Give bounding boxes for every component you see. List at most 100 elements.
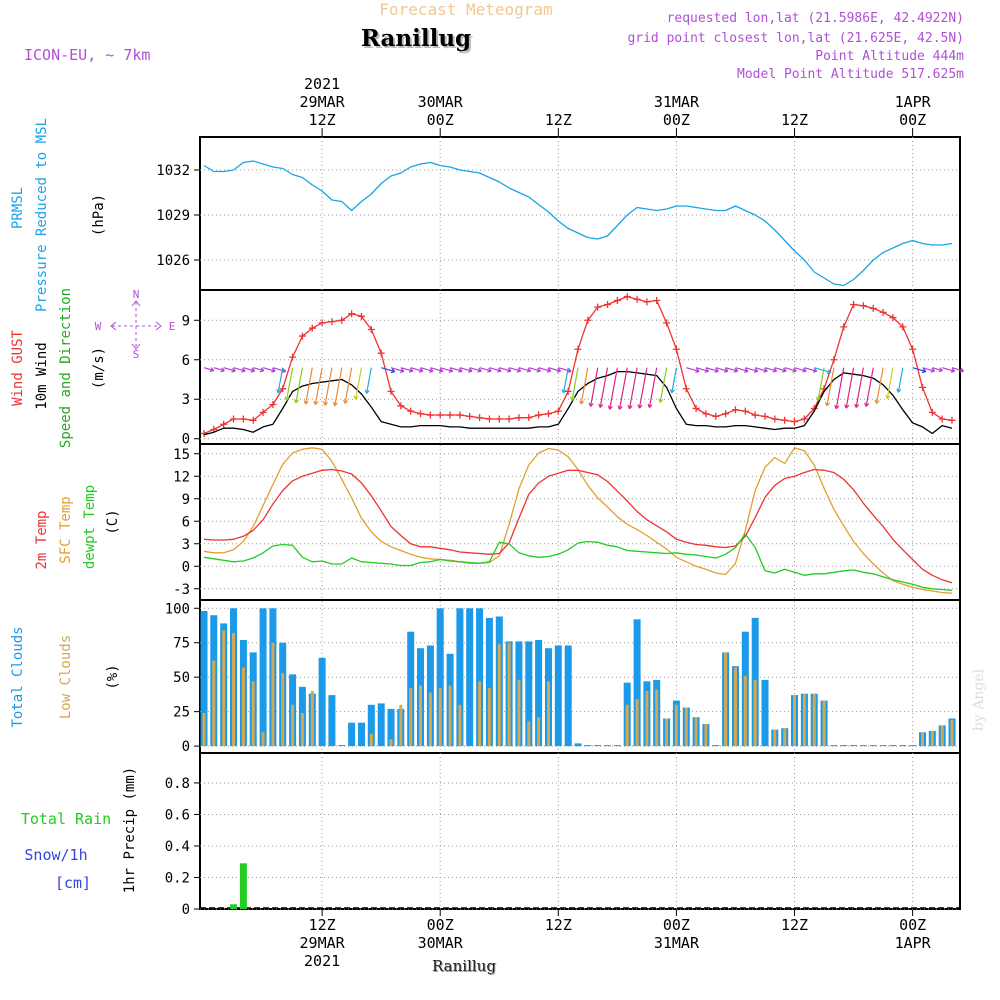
wind-direction-arrow-72	[912, 367, 927, 374]
total-cloud-bar-41	[604, 745, 611, 747]
wind-gust-marker-4	[239, 415, 247, 423]
clouds-y-tick-label-4: 100	[165, 601, 190, 617]
wind-direction-arrow-23	[430, 367, 444, 373]
low-cloud-bar-47	[665, 718, 669, 747]
wind-direction-arrow-1	[213, 367, 225, 373]
bottom-time-label-0-0: 12Z	[309, 916, 336, 934]
low-cloud-bar-62	[812, 693, 816, 747]
low-cloud-bar-59	[783, 728, 787, 747]
total-cloud-bar-69	[879, 745, 887, 747]
wind-labels: Wind GUST 10m Wind Speed and Direction (…	[10, 288, 175, 448]
wind-direction-arrow-38	[569, 367, 579, 401]
total-cloud-bar-18	[377, 703, 385, 747]
total-cloud-bar-42	[613, 745, 621, 747]
wind-gust-marker-28	[476, 414, 484, 422]
prmsl-label: PRMSL	[10, 187, 26, 229]
total-cloud-bar-66	[850, 745, 858, 747]
wind-direction-arrow-76	[951, 367, 965, 373]
wind-direction-arrow-13	[323, 367, 333, 406]
total-cloud-bar-19	[387, 708, 395, 747]
wind-gust-marker-73	[918, 383, 926, 391]
wind-direction-arrow-33	[528, 367, 541, 373]
wind-gust-marker-69	[879, 308, 887, 316]
compass-e: E	[169, 320, 176, 333]
cloud-unit-label: (%)	[105, 664, 121, 689]
low-cloud-bar-23	[428, 692, 432, 747]
wind-gust-marker-45	[643, 298, 651, 306]
wind-gust-marker-15	[348, 310, 356, 318]
clouds-y-tick-label-0: 0	[182, 739, 190, 755]
wind-gust-marker-40	[594, 303, 602, 311]
wind-gust-marker-19	[387, 387, 395, 395]
dewpt-line	[203, 533, 953, 591]
wind-gust-marker-41	[604, 300, 612, 308]
total-cloud-bar-70	[889, 745, 897, 747]
wind-direction-arrow-67	[854, 367, 864, 408]
sfc-temp-line	[203, 447, 953, 594]
wind-gust-marker-3	[230, 415, 238, 423]
low-cloud-bar-53	[724, 652, 728, 747]
wind-direction-arrow-75	[942, 367, 956, 373]
wind-gust-marker-8	[279, 385, 287, 393]
low-cloud-bar-73	[921, 732, 924, 747]
wind-gust-marker-38	[574, 345, 582, 353]
chart-marks	[200, 160, 965, 909]
low-cloud-bar-61	[802, 693, 806, 747]
wind-direction-arrow-43	[617, 367, 628, 410]
wind-y-tick-label-3: 9	[182, 313, 190, 329]
precip-labels: Total Rain Snow/1h [cm] 1hr Precip (mm)	[21, 767, 138, 893]
wind-gust-marker-25	[446, 411, 454, 419]
low-cloud-bar-50	[694, 717, 698, 747]
total-cloud-bar-65	[840, 745, 848, 747]
wind-direction-arrow-60	[794, 367, 807, 373]
total-cloud-bar-33	[525, 641, 533, 747]
wind-direction-arrow-6	[262, 367, 276, 373]
top-time-label-0-2: 12Z	[309, 111, 336, 129]
wind-gust-marker-10	[298, 332, 306, 340]
wind-direction-arrow-42	[607, 367, 618, 410]
location-title-shadow: Ranillug	[363, 27, 473, 54]
low-cloud-bar-48	[674, 704, 678, 747]
wind-direction-arrow-74	[932, 367, 943, 373]
wind-direction-arrow-61	[804, 367, 818, 373]
wind-gust-marker-56	[751, 411, 759, 419]
pressure-labels: PRMSL Pressure Reduced to MSL (hPa)	[10, 118, 107, 312]
wind-direction-arrow-56	[755, 367, 768, 373]
wind-gust-marker-57	[761, 412, 769, 420]
top-time-label-0-1: 29MAR	[300, 93, 346, 111]
wind-gust-marker-20	[397, 402, 405, 410]
low-cloud-bar-11	[310, 691, 314, 747]
wind-direction-arrow-0	[203, 367, 215, 373]
pressure-unit-label: (hPa)	[91, 194, 107, 236]
wind-direction-arrow-44	[627, 367, 638, 410]
rain-bar-0	[230, 904, 237, 909]
wind-gust-marker-0	[200, 429, 208, 437]
low-cloud-bar-44	[635, 699, 639, 747]
low-cloud-bar-21	[409, 688, 413, 747]
total-cloud-bar-38	[574, 743, 582, 747]
location-title: Ranillug	[361, 25, 471, 52]
low-cloud-bar-32	[517, 679, 521, 747]
total-clouds-label: Total Clouds	[10, 626, 26, 727]
total-cloud-bar-26	[456, 608, 464, 747]
top-time-label-0-0: 2021	[304, 75, 340, 93]
low-cloud-bar-49	[684, 707, 688, 747]
low-cloud-bar-35	[547, 681, 550, 747]
wind-gust-marker-14	[338, 316, 346, 324]
bottom-time-label-4-0: 12Z	[781, 916, 808, 934]
pressure-y-tick-label-1: 1029	[156, 208, 190, 224]
wind-gust-marker-27	[466, 412, 474, 420]
wind-gust-marker-5	[249, 416, 257, 424]
total-cloud-bar-52	[712, 745, 720, 747]
low-cloud-bar-60	[793, 695, 796, 747]
wind-gust-marker-58	[771, 415, 779, 423]
wind-gust-marker-50	[692, 404, 700, 412]
temp-unit-label: (C)	[105, 509, 121, 534]
wind-gust-marker-9	[289, 353, 297, 361]
pressure-y-tick-label-0: 1026	[156, 253, 190, 269]
low-cloud-bar-19	[389, 739, 393, 747]
bottom-time-label-5-1: 1APR	[895, 934, 932, 952]
low-clouds-label: Low Clouds	[58, 635, 74, 719]
low-cloud-bar-2	[222, 630, 226, 747]
snow-unit-label: [cm]	[55, 874, 91, 892]
